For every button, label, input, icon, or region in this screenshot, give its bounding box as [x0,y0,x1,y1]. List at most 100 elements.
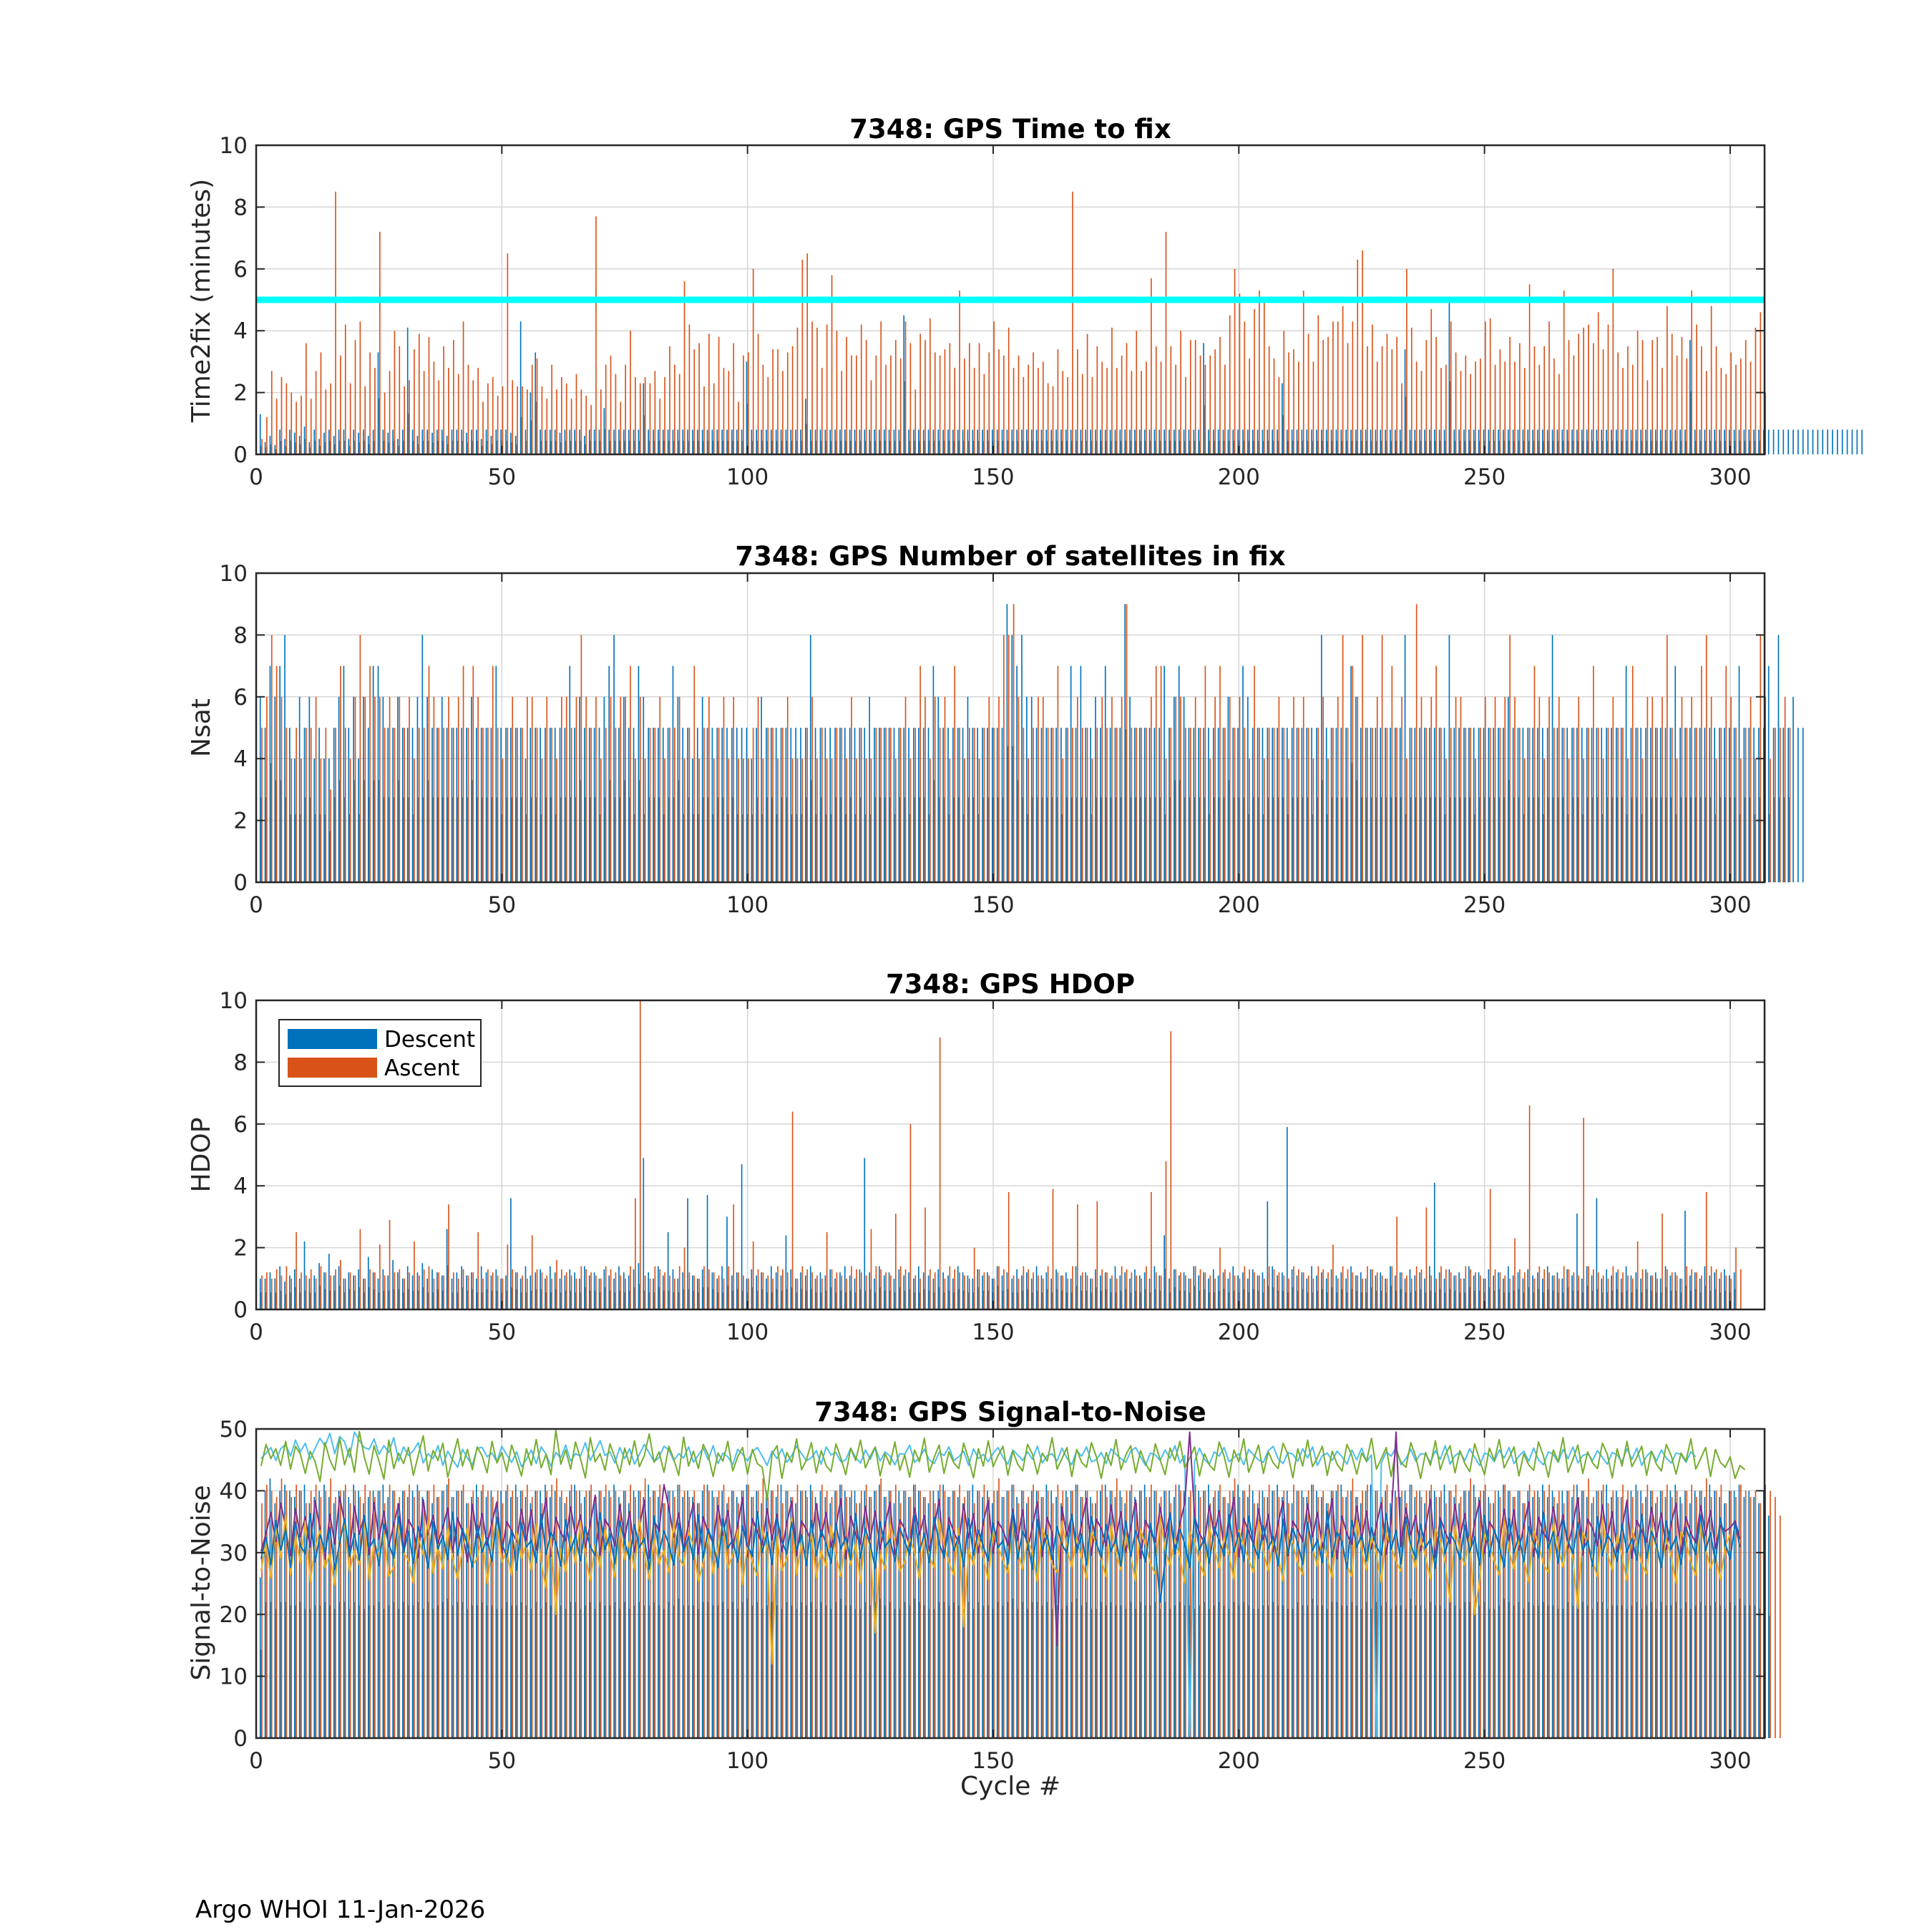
overlap-bar [1616,797,1618,882]
overlap-bar [948,814,950,882]
descent-bar [1704,429,1706,454]
overlap-bar [418,797,419,882]
ascent-bar [1189,340,1191,454]
ascent-bar [1725,1275,1727,1309]
descent-bar [421,635,424,882]
y-tick-label: 4 [233,1174,248,1199]
ascent-bar [374,696,376,882]
descent-bar [1311,1484,1312,1738]
ascent-bar [605,364,607,454]
overlap-bar [909,814,910,882]
descent-bar [1483,429,1485,454]
ascent-bar [291,392,293,454]
overlap-bar [938,1287,940,1309]
descent-bar [780,1484,782,1738]
overlap-bar [452,440,454,454]
overlap-bar [624,1292,625,1309]
descent-bar [672,1269,674,1309]
descent-bar [795,1278,796,1309]
overlap-bar [894,440,896,454]
descent-bar [819,728,821,882]
descent-bar [814,1497,816,1738]
ascent-bar [1096,346,1098,454]
ascent-bar [418,1491,420,1738]
ascent-bar [959,291,960,454]
descent-bar [1596,1198,1598,1309]
overlap-bar [364,1609,365,1738]
descent-bar [1448,296,1450,454]
descent-bar [1640,1491,1641,1738]
ascent-bar [492,1497,494,1738]
descent-bar [913,728,914,882]
descent-bar [1109,728,1111,882]
overlap-bar [1528,1287,1529,1309]
descent-bar [854,728,856,882]
ascent-bar [1435,336,1437,454]
overlap-bar [1071,440,1073,454]
overlap-bar [1621,797,1623,882]
descent-bar [962,1272,964,1309]
overlap-bar [1582,440,1584,454]
descent-bar [471,429,472,454]
ascent-bar [330,1478,331,1738]
ascent-bar [983,728,985,882]
descent-bar [982,728,983,882]
ascent-bar [1406,1275,1407,1309]
ascent-bar [1244,728,1246,882]
overlap-bar [1081,440,1083,454]
descent-bar [1148,429,1151,454]
ascent-bar [1504,1275,1506,1309]
descent-bar [1827,429,1828,454]
descent-bar [530,392,532,454]
descent-bar [633,1269,635,1309]
overlap-bar [1670,797,1672,882]
overlap-bar [457,1292,459,1309]
ascent-bar [1175,1484,1177,1738]
descent-bar [1738,665,1740,882]
ascent-bar [713,758,715,882]
overlap-bar [565,797,567,882]
descent-bar [1016,1269,1018,1309]
ascent-bar [939,1037,941,1309]
overlap-bar [1695,797,1697,882]
ascent-bar [1720,368,1722,454]
ascent-bar [880,1269,882,1309]
ascent-bar [379,1244,381,1309]
ascent-bar [1106,1272,1108,1309]
ascent-bar [1224,364,1226,454]
descent-bar [461,1266,463,1309]
descent-bar [1242,429,1244,454]
overlap-bar [845,1292,847,1309]
overlap-bar [997,1285,999,1309]
descent-bar [1380,429,1382,454]
ascent-bar [315,1278,317,1309]
overlap-bar [1518,797,1520,882]
descent-bar [490,436,492,454]
y-tick-label: 8 [233,195,248,220]
descent-bar [406,1497,409,1738]
overlap-bar [1611,1290,1613,1309]
descent-bar [819,1491,821,1738]
overlap-bar [334,797,336,882]
descent-bar [475,1278,477,1309]
overlap-bar [982,1605,984,1738]
ascent-bar [359,635,361,882]
descent-bar [1733,728,1735,882]
ascent-bar [673,1278,675,1309]
ascent-bar [856,758,857,882]
descent-bar [1488,429,1490,454]
descent-bar [1282,383,1283,454]
overlap-bar [1272,1287,1274,1309]
ascent-bar [1789,728,1791,882]
ascent-bar [1450,321,1452,454]
ascent-bar [1662,1491,1663,1738]
ascent-bar [841,1484,843,1738]
ascent-bar [772,349,774,454]
ascent-bar [1141,728,1142,882]
ascent-bar [767,1497,769,1738]
overlap-bar [1287,1292,1289,1309]
descent-bar [1040,1275,1043,1309]
ascent-bar [1047,383,1049,454]
descent-bar [1350,429,1352,454]
ascent-bar [777,758,779,882]
